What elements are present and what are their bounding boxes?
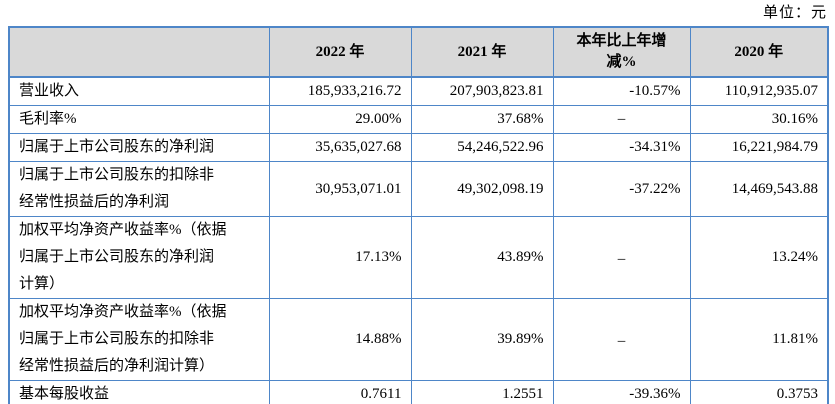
- column-header-yoy: 本年比上年增 减%: [552, 26, 691, 78]
- row-label: 归属于上市公司股东的扣除非 经常性损益后的净利润: [8, 161, 270, 217]
- table-cell: 0.7611: [268, 380, 412, 404]
- table-cell: -10.57%: [552, 76, 691, 106]
- table-cell: 14,469,543.88: [689, 161, 829, 217]
- row-label: 基本每股收益: [8, 380, 270, 404]
- table-cell: -34.31%: [552, 133, 691, 162]
- column-header-blank: [8, 26, 270, 78]
- table-cell: 30.16%: [689, 105, 829, 134]
- financial-summary-table: 2022 年 2021 年 本年比上年增 减% 2020 年 营业收入 185,…: [8, 26, 829, 404]
- table-cell: 54,246,522.96: [410, 133, 554, 162]
- table-row-gross-margin: 毛利率% 29.00% 37.68% – 30.16%: [8, 105, 829, 134]
- table-cell: 16,221,984.79: [689, 133, 829, 162]
- column-header-2022: 2022 年: [268, 26, 412, 78]
- table-cell: -39.36%: [552, 380, 691, 404]
- header-row: 2022 年 2021 年 本年比上年增 减% 2020 年: [8, 26, 829, 78]
- table-row-basic-eps: 基本每股收益 0.7611 1.2551 -39.36% 0.3753: [8, 380, 829, 404]
- table-cell: 0.3753: [689, 380, 829, 404]
- column-header-2020: 2020 年: [689, 26, 829, 78]
- table-cell: 49,302,098.19: [410, 161, 554, 217]
- table-row-net-profit: 归属于上市公司股东的净利润 35,635,027.68 54,246,522.9…: [8, 133, 829, 162]
- table-cell: 30,953,071.01: [268, 161, 412, 217]
- table-row-net-profit-deducted: 归属于上市公司股东的扣除非 经常性损益后的净利润 30,953,071.01 4…: [8, 161, 829, 217]
- table-cell: 11.81%: [689, 298, 829, 381]
- table-cell: 29.00%: [268, 105, 412, 134]
- table-row-weighted-roe: 加权平均净资产收益率%（依据 归属于上市公司股东的净利润 计算） 17.13% …: [8, 216, 829, 299]
- table-cell: 185,933,216.72: [268, 76, 412, 106]
- table-cell: –: [552, 216, 691, 299]
- row-label: 加权平均净资产收益率%（依据 归属于上市公司股东的净利润 计算）: [8, 216, 270, 299]
- table-cell: 14.88%: [268, 298, 412, 381]
- column-header-2021: 2021 年: [410, 26, 554, 78]
- table-cell: 110,912,935.07: [689, 76, 829, 106]
- row-label: 加权平均净资产收益率%（依据 归属于上市公司股东的扣除非 经常性损益后的净利润计…: [8, 298, 270, 381]
- table-cell: 35,635,027.68: [268, 133, 412, 162]
- table-cell: 13.24%: [689, 216, 829, 299]
- table-cell: 207,903,823.81: [410, 76, 554, 106]
- table-cell: 37.68%: [410, 105, 554, 134]
- table-cell: 17.13%: [268, 216, 412, 299]
- table-cell: 43.89%: [410, 216, 554, 299]
- table-cell: 39.89%: [410, 298, 554, 381]
- table-cell: –: [552, 298, 691, 381]
- row-label: 毛利率%: [8, 105, 270, 134]
- row-label: 归属于上市公司股东的净利润: [8, 133, 270, 162]
- row-label: 营业收入: [8, 76, 270, 106]
- table-cell: 1.2551: [410, 380, 554, 404]
- unit-label: 单位：元: [762, 5, 827, 21]
- table-row-weighted-roe-deducted: 加权平均净资产收益率%（依据 归属于上市公司股东的扣除非 经常性损益后的净利润计…: [8, 298, 829, 381]
- table-row-revenue: 营业收入 185,933,216.72 207,903,823.81 -10.5…: [8, 76, 829, 106]
- table-cell: -37.22%: [552, 161, 691, 217]
- table-cell: –: [552, 105, 691, 134]
